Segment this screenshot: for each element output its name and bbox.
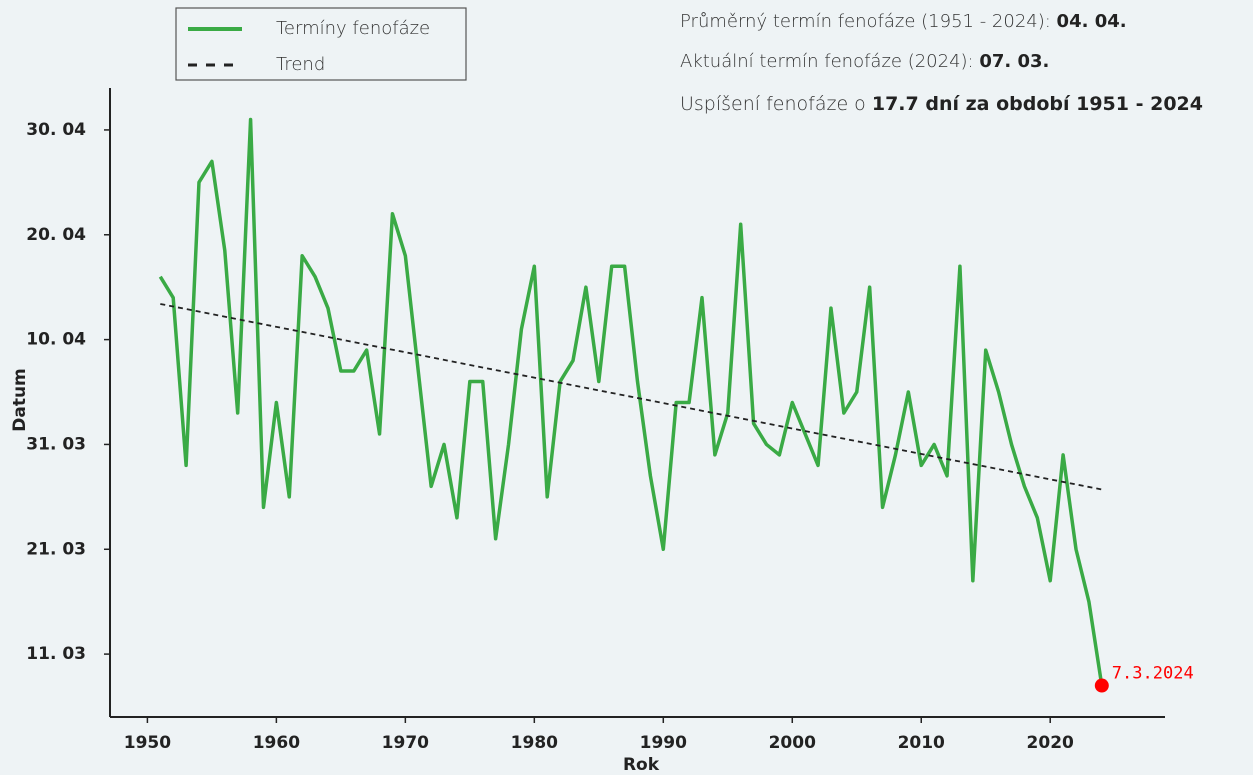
trend-line — [160, 303, 1102, 491]
y-tick-label: 21. 03 — [26, 539, 86, 559]
x-tick-label: 1990 — [640, 733, 687, 753]
y-tick-label: 30. 04 — [26, 120, 86, 140]
annotation-value: 17.7 dní za období 1951 - 2024 — [872, 93, 1203, 115]
y-tick-label: 31. 03 — [26, 434, 86, 454]
annotation-text: Uspíšení fenofáze o — [680, 93, 872, 115]
x-tick-label: 2020 — [1027, 733, 1074, 753]
legend-label: Termíny fenofáze — [276, 18, 430, 39]
annotation: Aktuální termín fenofáze (2024): 07. 03. — [680, 51, 1049, 72]
annotation-text: Průměrný termín fenofáze (1951 - 2024): — [680, 11, 1057, 32]
y-axis-label: Datum — [10, 368, 30, 432]
y-tick-label: 11. 03 — [26, 644, 86, 664]
series-line — [158, 117, 1104, 686]
highlight-point — [1094, 678, 1109, 693]
annotation-text: Aktuální termín fenofáze (2024): — [680, 51, 979, 72]
x-tick-label: 1950 — [124, 733, 171, 753]
y-tick-label: 10. 04 — [26, 330, 86, 350]
annotation-value: 07. 03. — [979, 51, 1049, 72]
legend-box — [175, 7, 467, 81]
highlight-label: 7.3.2024 — [1112, 664, 1194, 684]
x-tick-label: 1970 — [382, 733, 429, 753]
x-tick-label: 1960 — [253, 733, 300, 753]
x-tick-label: 2010 — [898, 733, 945, 753]
x-tick-label: 2000 — [769, 733, 816, 753]
x-tick-label: 1980 — [511, 733, 558, 753]
legend-label: Trend — [276, 54, 325, 75]
annotation-value: 04. 04. — [1057, 11, 1127, 32]
x-axis-label: Rok — [623, 755, 660, 775]
annotation: Uspíšení fenofáze o 17.7 dní za období 1… — [680, 93, 1203, 115]
annotation: Průměrný termín fenofáze (1951 - 2024): … — [680, 11, 1127, 32]
y-tick-label: 20. 04 — [26, 225, 86, 245]
